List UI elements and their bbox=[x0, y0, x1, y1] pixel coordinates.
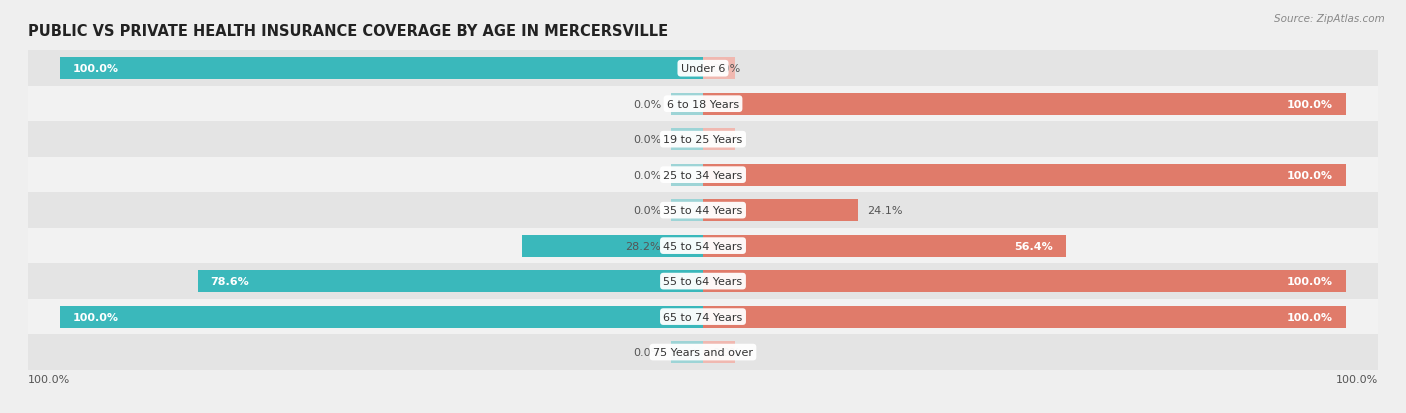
Bar bbox=[703, 164, 1346, 186]
Bar bbox=[703, 199, 858, 222]
Bar bbox=[28, 87, 1378, 122]
Text: 100.0%: 100.0% bbox=[1286, 312, 1333, 322]
Text: 0.0%: 0.0% bbox=[713, 64, 741, 74]
Bar bbox=[28, 122, 1378, 157]
Bar bbox=[703, 271, 1346, 292]
Text: 100.0%: 100.0% bbox=[28, 374, 70, 384]
Bar bbox=[28, 51, 1378, 87]
Text: 100.0%: 100.0% bbox=[73, 312, 120, 322]
Text: 6 to 18 Years: 6 to 18 Years bbox=[666, 100, 740, 109]
Bar bbox=[703, 58, 735, 80]
Bar bbox=[28, 335, 1378, 370]
Text: 35 to 44 Years: 35 to 44 Years bbox=[664, 206, 742, 216]
Text: 0.0%: 0.0% bbox=[633, 206, 661, 216]
Bar bbox=[60, 306, 703, 328]
Text: 55 to 64 Years: 55 to 64 Years bbox=[664, 276, 742, 287]
Text: 28.2%: 28.2% bbox=[626, 241, 661, 251]
Bar bbox=[28, 264, 1378, 299]
Text: 0.0%: 0.0% bbox=[633, 347, 661, 357]
Bar bbox=[28, 157, 1378, 193]
Bar bbox=[671, 199, 703, 222]
Text: 100.0%: 100.0% bbox=[1336, 374, 1378, 384]
Bar bbox=[703, 341, 735, 363]
Bar bbox=[703, 235, 1066, 257]
Text: 100.0%: 100.0% bbox=[1286, 276, 1333, 287]
Bar bbox=[28, 299, 1378, 335]
Text: 0.0%: 0.0% bbox=[633, 135, 661, 145]
Bar bbox=[198, 271, 703, 292]
Text: 0.0%: 0.0% bbox=[713, 135, 741, 145]
Text: Source: ZipAtlas.com: Source: ZipAtlas.com bbox=[1274, 14, 1385, 24]
Bar bbox=[522, 235, 703, 257]
Bar bbox=[703, 306, 1346, 328]
Text: PUBLIC VS PRIVATE HEALTH INSURANCE COVERAGE BY AGE IN MERCERSVILLE: PUBLIC VS PRIVATE HEALTH INSURANCE COVER… bbox=[28, 24, 668, 39]
Text: 24.1%: 24.1% bbox=[868, 206, 903, 216]
Text: 45 to 54 Years: 45 to 54 Years bbox=[664, 241, 742, 251]
Text: 0.0%: 0.0% bbox=[633, 170, 661, 180]
Text: Under 6: Under 6 bbox=[681, 64, 725, 74]
Text: 100.0%: 100.0% bbox=[73, 64, 120, 74]
Text: 100.0%: 100.0% bbox=[1286, 170, 1333, 180]
Text: 65 to 74 Years: 65 to 74 Years bbox=[664, 312, 742, 322]
Bar bbox=[28, 193, 1378, 228]
Text: 25 to 34 Years: 25 to 34 Years bbox=[664, 170, 742, 180]
Text: 56.4%: 56.4% bbox=[1014, 241, 1053, 251]
Text: 0.0%: 0.0% bbox=[633, 100, 661, 109]
Bar bbox=[703, 93, 1346, 115]
Text: 75 Years and over: 75 Years and over bbox=[652, 347, 754, 357]
Text: 19 to 25 Years: 19 to 25 Years bbox=[664, 135, 742, 145]
Bar bbox=[671, 341, 703, 363]
Bar bbox=[671, 129, 703, 151]
Text: 100.0%: 100.0% bbox=[1286, 100, 1333, 109]
Text: 78.6%: 78.6% bbox=[211, 276, 249, 287]
Bar bbox=[28, 228, 1378, 264]
Bar bbox=[671, 164, 703, 186]
Bar bbox=[671, 93, 703, 115]
Bar bbox=[703, 129, 735, 151]
Text: 0.0%: 0.0% bbox=[713, 347, 741, 357]
Bar bbox=[60, 58, 703, 80]
